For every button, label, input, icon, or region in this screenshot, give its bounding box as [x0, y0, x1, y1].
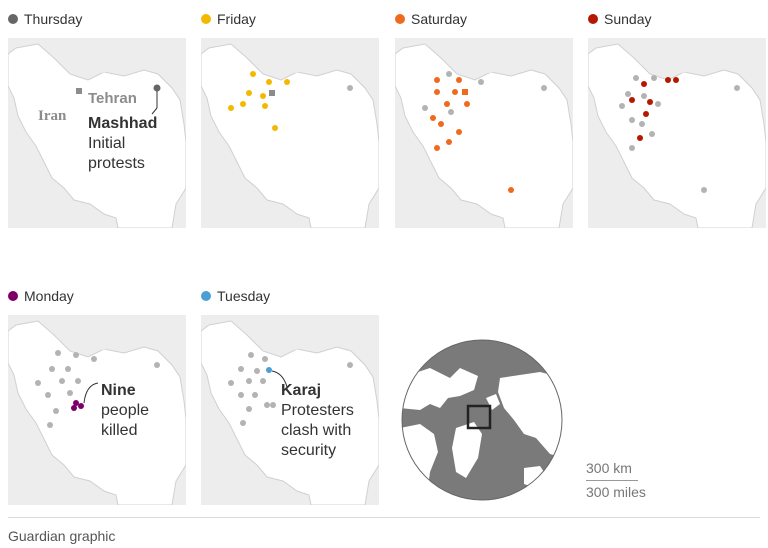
protest-dots — [629, 77, 679, 141]
protest-dots — [71, 400, 84, 411]
city-name: Mashhad — [88, 115, 158, 132]
protest-dots — [228, 71, 290, 131]
city-name: Karaj — [281, 382, 322, 399]
day-label: Monday — [8, 287, 74, 305]
legend-dot — [8, 291, 18, 301]
map-monday — [8, 315, 186, 505]
day-name: Sunday — [604, 11, 652, 27]
day-label: Thursday — [8, 10, 82, 28]
map-tuesday — [201, 315, 379, 505]
mashhad-dot — [153, 84, 161, 92]
day-name: Tuesday — [217, 288, 271, 304]
map-friday — [201, 38, 379, 228]
day-name: Monday — [24, 288, 74, 304]
karaj-dot — [266, 367, 272, 373]
legend-dot — [8, 14, 18, 24]
day-label: Tuesday — [201, 287, 270, 305]
day-name: Friday — [217, 11, 256, 27]
day-name: Thursday — [24, 11, 83, 27]
legend-dot — [588, 14, 598, 24]
scale-km: 300 km — [586, 460, 632, 476]
map-saturday — [395, 38, 573, 228]
map-thursday — [8, 38, 186, 228]
map-sunday — [588, 38, 766, 228]
legend-dot — [201, 291, 211, 301]
footer-divider — [8, 517, 760, 518]
locator-globe — [400, 338, 564, 502]
day-label: Saturday — [395, 10, 467, 28]
day-name: Saturday — [411, 11, 468, 27]
legend-dot — [395, 14, 405, 24]
tehran-label: Tehran — [88, 90, 137, 107]
scale-miles: 300 miles — [586, 484, 646, 500]
protest-dots — [430, 77, 514, 193]
day-label: Sunday — [588, 10, 651, 28]
karaj-callout: Karaj Protesters clash with security — [281, 382, 354, 459]
scale-line — [586, 480, 638, 481]
day-label: Friday — [201, 10, 256, 28]
mashhad-callout: Mashhad Initial protests — [88, 115, 158, 172]
tehran-marker — [76, 88, 82, 94]
credit: Guardian graphic — [8, 528, 116, 544]
iran-label: Iran — [38, 108, 67, 124]
iran-locator-box — [466, 404, 492, 430]
monday-callout: Nine people killed — [101, 382, 150, 439]
legend-dot — [201, 14, 211, 24]
